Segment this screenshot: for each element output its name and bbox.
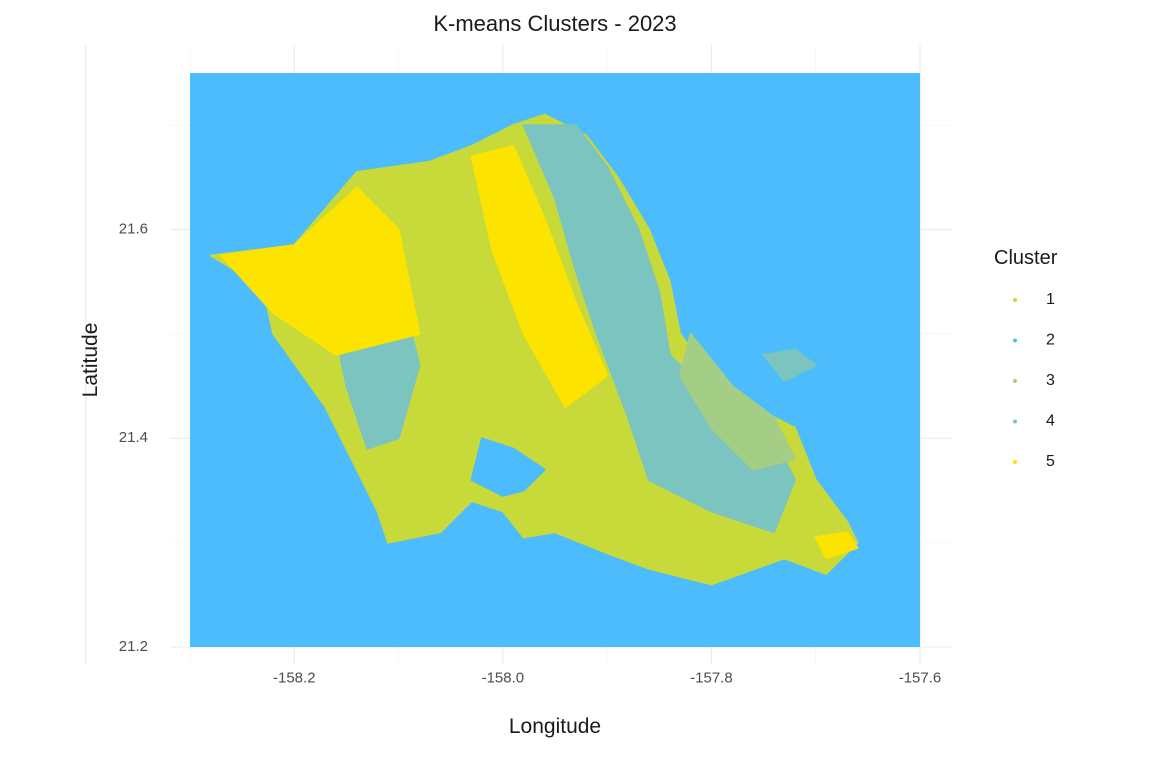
legend-label: 3: [1046, 372, 1055, 389]
legend-key: [1013, 338, 1017, 343]
y-tick-label: 21.6: [119, 221, 148, 238]
legend-label: 1: [1046, 291, 1055, 308]
legend-key: [1013, 460, 1017, 464]
x-tick-label: -158.0: [482, 669, 525, 686]
y-tick-label: 21.4: [119, 429, 148, 446]
legend-label: 5: [1046, 453, 1055, 470]
cluster-region: [762, 348, 817, 382]
x-tick-label: -157.6: [899, 669, 942, 686]
legend-title: Cluster: [994, 247, 1058, 269]
cluster-region: [470, 145, 609, 408]
legend-key: [1013, 379, 1017, 383]
legend-key: [1013, 419, 1017, 424]
y-axis-label: Latitude: [79, 323, 102, 398]
x-tick-label: -158.2: [273, 669, 316, 686]
legend: Cluster 1 2 3 4 5: [994, 247, 1058, 470]
x-axis-label: Longitude: [509, 715, 601, 738]
cluster-region: [679, 332, 796, 471]
legend-key: [1013, 298, 1017, 302]
axis-ticks: -158.2 -158.0 -157.8 -157.6 21.2 21.4 21.6: [119, 221, 941, 687]
legend-label: 4: [1046, 413, 1055, 430]
y-tick-label: 21.2: [119, 638, 148, 655]
cluster-region: [814, 531, 859, 560]
chart-title: K-means Clusters - 2023: [433, 11, 676, 36]
plot-panel: [190, 73, 920, 647]
legend-label: 2: [1046, 332, 1055, 349]
cluster-region: [220, 186, 421, 356]
x-tick-label: -157.8: [690, 669, 733, 686]
cluster-region: [470, 437, 546, 497]
